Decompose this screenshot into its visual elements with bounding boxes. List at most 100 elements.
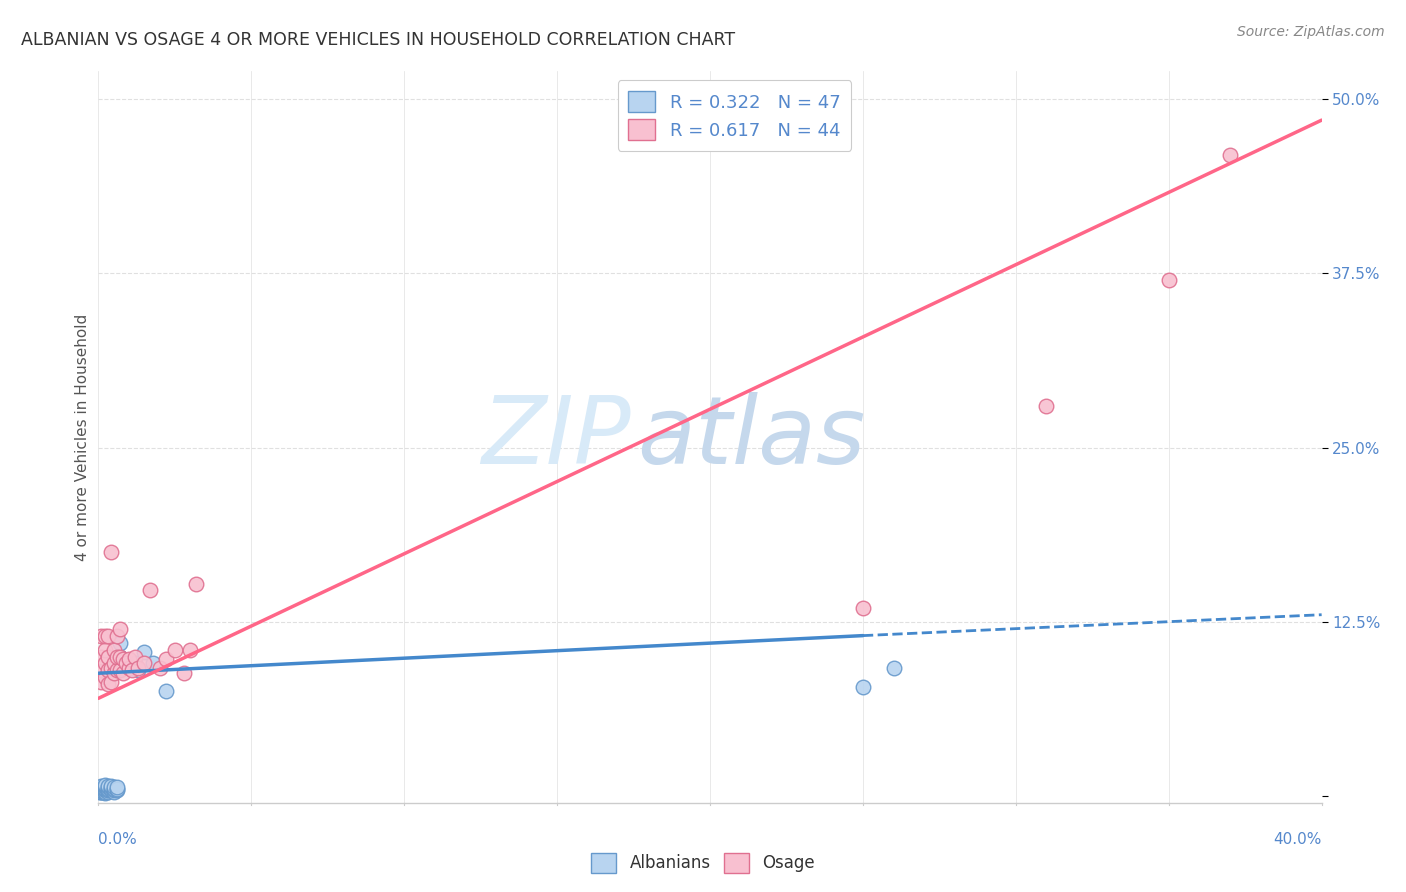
- Text: 0.0%: 0.0%: [98, 832, 138, 847]
- Point: [100, 674, 122, 689]
- Point: [115, 659, 138, 673]
- Point: [100, 780, 122, 795]
- Point: [105, 783, 128, 797]
- Point: [97, 677, 120, 691]
- Point: [100, 660, 122, 674]
- Point: [90, 779, 112, 793]
- Point: [118, 660, 141, 674]
- Text: Source: ZipAtlas.com: Source: ZipAtlas.com: [1237, 25, 1385, 39]
- Point: [173, 666, 195, 681]
- Point: [121, 664, 143, 678]
- Point: [105, 780, 128, 795]
- Point: [105, 649, 128, 664]
- Point: [97, 783, 120, 797]
- Point: [186, 577, 208, 591]
- Point: [118, 660, 141, 674]
- Point: [93, 670, 115, 684]
- Point: [90, 674, 112, 689]
- Point: [90, 785, 112, 799]
- Point: [93, 780, 115, 795]
- Point: [100, 781, 122, 796]
- Point: [97, 779, 120, 793]
- Point: [103, 780, 125, 795]
- Point: [90, 783, 112, 797]
- Point: [124, 657, 146, 671]
- Point: [97, 781, 120, 796]
- Point: [97, 785, 120, 799]
- Point: [127, 664, 149, 678]
- Point: [93, 781, 115, 796]
- Point: [883, 660, 905, 674]
- Text: ALBANIAN VS OSAGE 4 OR MORE VEHICLES IN HOUSEHOLD CORRELATION CHART: ALBANIAN VS OSAGE 4 OR MORE VEHICLES IN …: [21, 31, 735, 49]
- Point: [155, 652, 177, 666]
- Text: ZIP: ZIP: [481, 392, 630, 483]
- Point: [90, 781, 112, 796]
- Point: [90, 785, 112, 799]
- Point: [163, 642, 186, 657]
- Point: [108, 649, 131, 664]
- Point: [108, 622, 131, 636]
- Legend: Albanians, Osage: Albanians, Osage: [585, 847, 821, 880]
- Point: [1219, 148, 1241, 162]
- Point: [103, 657, 125, 671]
- Point: [139, 582, 162, 597]
- Point: [91, 785, 114, 799]
- Point: [103, 785, 125, 799]
- Point: [90, 629, 112, 643]
- Point: [103, 781, 125, 796]
- Point: [105, 629, 128, 643]
- Point: [90, 664, 112, 678]
- Point: [111, 666, 134, 681]
- Point: [108, 664, 131, 678]
- Point: [97, 780, 120, 795]
- Point: [93, 785, 115, 799]
- Point: [852, 600, 875, 615]
- Point: [93, 657, 115, 671]
- Point: [121, 662, 143, 676]
- Point: [149, 660, 172, 674]
- Point: [93, 781, 115, 796]
- Point: [142, 657, 165, 671]
- Point: [134, 657, 156, 671]
- Point: [89, 783, 111, 797]
- Point: [93, 642, 115, 657]
- Point: [105, 781, 128, 796]
- Y-axis label: 4 or more Vehicles in Household: 4 or more Vehicles in Household: [75, 313, 90, 561]
- Point: [97, 649, 120, 664]
- Point: [97, 783, 120, 797]
- Point: [103, 666, 125, 681]
- Point: [155, 684, 177, 698]
- Point: [90, 649, 112, 664]
- Point: [89, 785, 111, 799]
- Point: [93, 786, 115, 800]
- Point: [115, 657, 138, 671]
- Point: [97, 664, 120, 678]
- Point: [90, 780, 112, 795]
- Point: [124, 649, 146, 664]
- Point: [93, 629, 115, 643]
- Text: atlas: atlas: [637, 392, 865, 483]
- Point: [179, 642, 201, 657]
- Point: [852, 680, 875, 694]
- Point: [105, 664, 128, 678]
- Point: [103, 783, 125, 797]
- Point: [103, 642, 125, 657]
- Point: [97, 629, 120, 643]
- Point: [108, 635, 131, 649]
- Point: [111, 652, 134, 666]
- Text: 40.0%: 40.0%: [1274, 832, 1322, 847]
- Point: [108, 649, 131, 664]
- Point: [93, 783, 115, 797]
- Legend: R = 0.322   N = 47, R = 0.617   N = 44: R = 0.322 N = 47, R = 0.617 N = 44: [617, 80, 852, 151]
- Point: [127, 660, 149, 674]
- Point: [134, 645, 156, 659]
- Point: [100, 545, 122, 559]
- Point: [100, 783, 122, 797]
- Point: [100, 779, 122, 793]
- Point: [118, 652, 141, 666]
- Point: [1157, 273, 1180, 287]
- Point: [93, 778, 115, 792]
- Point: [1035, 399, 1057, 413]
- Point: [111, 655, 134, 669]
- Point: [93, 779, 115, 793]
